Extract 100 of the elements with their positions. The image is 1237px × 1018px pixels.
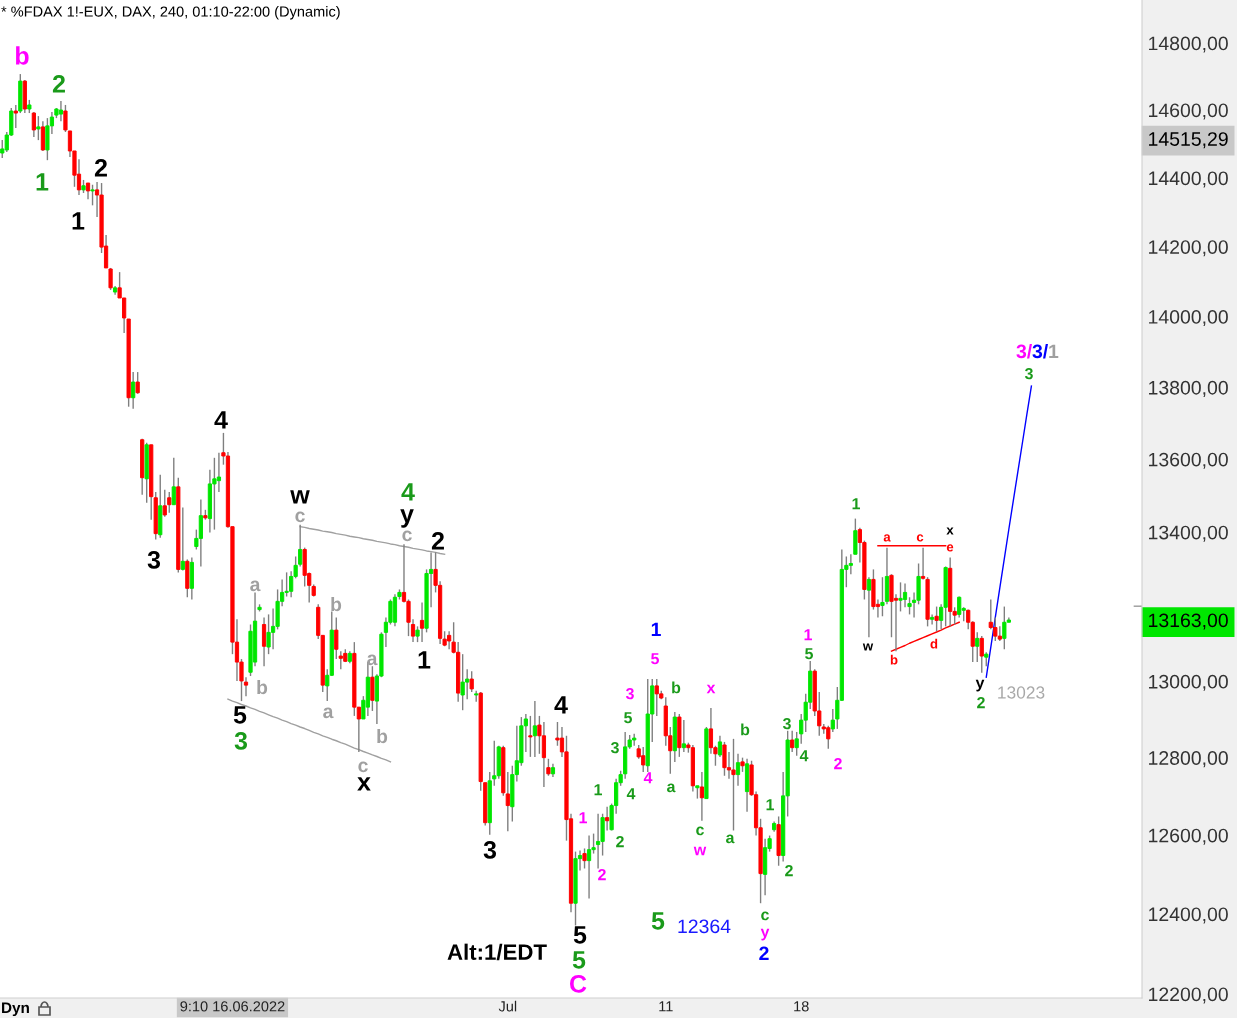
- y-tick-label: 14000,00: [1149, 310, 1228, 327]
- y-tick-label: 12800,00: [1149, 751, 1228, 768]
- candlestick: [171, 457, 176, 506]
- annotation: 2: [616, 835, 624, 848]
- annotation: C: [570, 975, 587, 993]
- y-tick-label: 14515,29: [1149, 132, 1228, 149]
- candlestick: [40, 120, 45, 152]
- annotation: b: [672, 681, 681, 694]
- candlestick: [595, 813, 601, 870]
- chart-title: * %FDAX 1!-EUX, DAX, 240, 01:10-22:00 (Dynamic): [1, 6, 340, 20]
- candlestick: [582, 847, 587, 870]
- y-tick-label: 12600,00: [1149, 828, 1228, 845]
- annotation: 1: [418, 651, 431, 669]
- candlestick: [699, 771, 705, 822]
- candlestick: [790, 730, 795, 753]
- annotation: 5: [624, 712, 632, 724]
- annotation: b: [377, 728, 388, 744]
- annotation: c: [358, 761, 368, 773]
- annotation: 5: [233, 706, 247, 724]
- candlestick: [13, 104, 18, 129]
- candlestick: [708, 707, 714, 755]
- annotation: x: [946, 527, 954, 535]
- annotation: 1: [594, 784, 602, 796]
- y-tick-label: 13800,00: [1149, 380, 1228, 397]
- candlestick: [36, 115, 41, 141]
- annotation: 3: [234, 732, 248, 750]
- x-tick-label: Jul: [498, 1000, 517, 1012]
- annotation: a: [726, 834, 735, 844]
- candlestick: [1002, 605, 1007, 650]
- annotation: 2: [94, 159, 107, 177]
- annotation: a: [667, 783, 676, 793]
- candlestick: [717, 735, 723, 758]
- candlestick: [198, 498, 203, 568]
- text: Dyn: [2, 1002, 29, 1017]
- annotation: w: [693, 846, 707, 856]
- annotation: b: [741, 723, 750, 736]
- annotation: 4: [626, 788, 636, 800]
- annotation: c: [761, 911, 769, 921]
- annotation: a: [883, 534, 891, 542]
- annotation: c: [916, 534, 924, 542]
- candlestick: [162, 489, 167, 518]
- annotation: a: [367, 654, 378, 666]
- y-tick-label: 14200,00: [1149, 240, 1228, 257]
- y-tick-label: 13400,00: [1149, 525, 1228, 542]
- candlestick: [794, 731, 799, 757]
- y-tick-label: 13163,00: [1149, 613, 1228, 630]
- x-tick-label: 11: [659, 1001, 673, 1012]
- x-tick-label: 18: [794, 1001, 809, 1012]
- annotation: x: [706, 684, 716, 694]
- candlestick: [212, 457, 217, 531]
- annotation: b: [890, 654, 898, 665]
- candlestick: [419, 601, 425, 643]
- annotation: 5: [651, 912, 665, 930]
- candlestick: [492, 740, 497, 787]
- annotation: 13023: [998, 686, 1045, 699]
- annotation: 3: [610, 741, 619, 754]
- candlestick: [605, 806, 610, 832]
- annotation: y: [400, 509, 414, 528]
- annotation: 3/: [1032, 343, 1049, 359]
- candlestick: [131, 371, 136, 410]
- annotation: 12364: [678, 919, 731, 934]
- y-tick-label: 12400,00: [1149, 907, 1228, 924]
- annotation: 5: [573, 926, 587, 944]
- annotation: w: [290, 490, 310, 504]
- candlestick: [58, 100, 64, 122]
- annotation: x: [357, 777, 371, 791]
- annotation: 1: [804, 629, 812, 641]
- annotation: 1: [852, 498, 860, 510]
- candlestick: [975, 631, 980, 663]
- annotation: 4: [799, 750, 809, 762]
- candlestick: [731, 738, 736, 832]
- y-tick-label: 12200,00: [1149, 987, 1228, 1004]
- candlestick: [997, 625, 1002, 642]
- line-series: [227, 698, 392, 763]
- candlestick: [31, 111, 36, 138]
- candlestick: [586, 834, 592, 900]
- annotation: 3: [147, 551, 161, 569]
- candlestick: [929, 613, 935, 626]
- annotation: 2: [431, 532, 444, 550]
- candlestick: [681, 719, 686, 753]
- annotation: e: [946, 544, 954, 552]
- annotation: c: [696, 826, 704, 836]
- annotation: 5: [572, 951, 586, 969]
- annotation: 4: [554, 696, 568, 714]
- annotation: 5: [651, 653, 659, 665]
- y-tick-label: 13000,00: [1149, 674, 1228, 691]
- y-tick-label: 14600,00: [1149, 103, 1228, 120]
- y-tick-label: 13600,00: [1149, 452, 1228, 469]
- line-series: [985, 385, 1033, 678]
- annotation: c: [402, 530, 412, 542]
- annotation: 1: [36, 173, 49, 191]
- annotation: y: [975, 679, 985, 692]
- annotation: 3: [625, 687, 634, 700]
- candlestick: [370, 665, 375, 712]
- candlestick: [180, 506, 185, 572]
- annotation: 2: [52, 75, 65, 93]
- annotation: b: [257, 679, 268, 695]
- annotation: 1: [579, 812, 587, 824]
- candlestick: [90, 184, 95, 207]
- annotation: 2: [785, 864, 793, 877]
